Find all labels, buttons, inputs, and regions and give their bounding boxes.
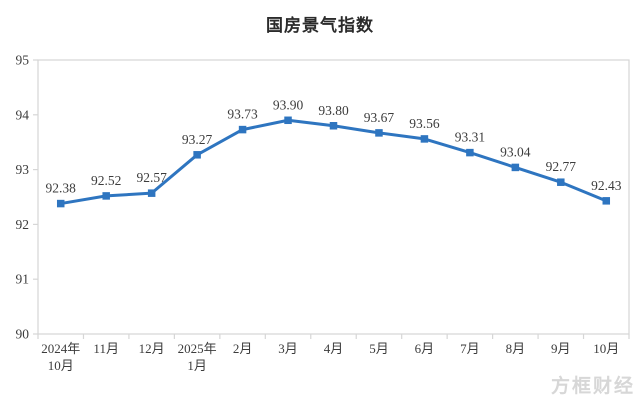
x-axis-tick-label: 8月: [506, 341, 526, 356]
data-point-label: 92.52: [91, 173, 121, 188]
y-axis-tick-label: 93: [16, 162, 30, 177]
data-point-label: 93.27: [182, 132, 213, 147]
y-axis-tick-label: 94: [16, 107, 30, 122]
data-point-label: 92.38: [46, 181, 77, 196]
data-point-label: 92.43: [591, 178, 622, 193]
plot-border: [37, 59, 630, 335]
x-axis-tick-label: 2月: [233, 341, 253, 356]
x-axis-tick-label: 4月: [324, 341, 344, 356]
x-axis-tick-label: 3月: [278, 341, 298, 356]
y-axis-tick-label: 90: [16, 327, 30, 342]
x-axis-tick-label: 9月: [551, 341, 571, 356]
data-point-marker: [284, 116, 292, 125]
data-point-label: 93.90: [273, 97, 304, 112]
data-point-marker: [102, 192, 110, 200]
data-point-marker: [466, 148, 474, 157]
x-axis-tick-label: 2024年: [41, 341, 80, 356]
x-axis-tick-label: 10月: [48, 358, 74, 373]
watermark: 方框财经: [550, 376, 635, 397]
data-point-label: 93.80: [318, 103, 349, 118]
y-axis-tick-label: 91: [16, 272, 30, 287]
data-point-marker: [557, 178, 565, 186]
y-axis-tick-label: 95: [16, 53, 30, 68]
data-point-marker: [193, 151, 201, 159]
data-point-label: 93.56: [409, 116, 440, 131]
data-point-label: 93.67: [364, 110, 395, 125]
x-axis-tick-label: 12月: [139, 341, 165, 356]
data-point-marker: [56, 199, 65, 208]
x-axis-tick-label: 1月: [187, 358, 207, 373]
data-point-label: 92.77: [546, 159, 577, 174]
data-point-label: 93.73: [227, 107, 258, 122]
data-point-marker: [329, 122, 338, 130]
x-axis-tick-label: 6月: [415, 341, 435, 356]
series-line: [59, 118, 608, 206]
data-point-label: 93.04: [500, 144, 531, 159]
x-axis-tick-label: 7月: [460, 341, 480, 356]
y-axis-tick-label: 92: [16, 217, 30, 232]
data-point-marker: [602, 197, 611, 205]
data-point-marker: [147, 189, 156, 197]
x-axis-tick-label: 10月: [593, 341, 619, 356]
x-axis-tick-label: 5月: [369, 341, 389, 356]
x-axis-tick-label: 2025年: [178, 341, 217, 356]
data-point-marker: [375, 129, 383, 137]
data-point-marker: [420, 135, 429, 143]
x-axis-tick-label: 11月: [93, 341, 119, 356]
data-point-label: 92.57: [136, 170, 167, 185]
chart-title: 国房景气指数: [266, 16, 374, 35]
data-point-marker: [511, 163, 520, 172]
data-point-label: 93.31: [455, 130, 485, 145]
data-point-marker: [238, 125, 247, 134]
